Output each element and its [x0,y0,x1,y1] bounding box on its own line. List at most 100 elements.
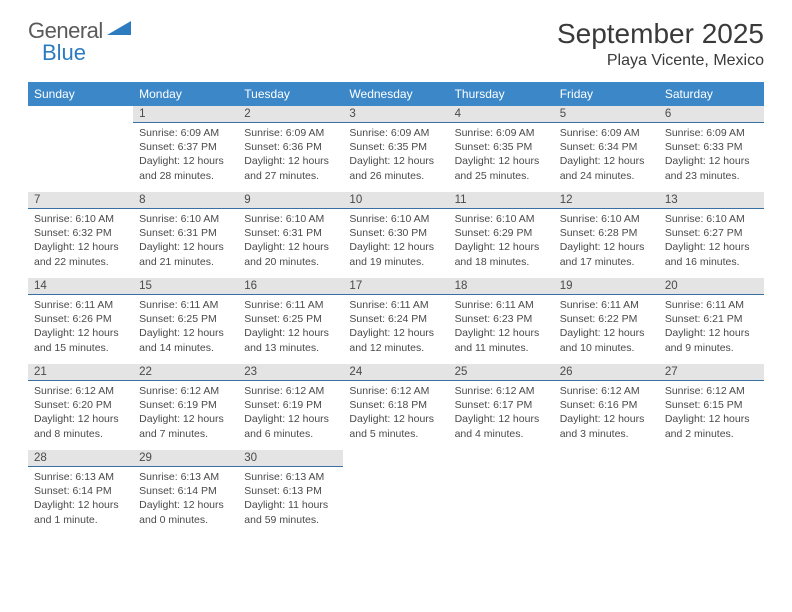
sunrise-text: Sunrise: 6:12 AM [34,384,127,398]
logo-triangle-icon [107,19,133,37]
sunset-text: Sunset: 6:27 PM [665,226,758,240]
calendar-cell: 1Sunrise: 6:09 AMSunset: 6:37 PMDaylight… [133,106,238,192]
day-details: Sunrise: 6:12 AMSunset: 6:15 PMDaylight:… [659,381,764,447]
day-header: Friday [554,82,659,106]
day-details: Sunrise: 6:13 AMSunset: 6:14 PMDaylight:… [133,467,238,533]
sunset-text: Sunset: 6:19 PM [139,398,232,412]
sunrise-text: Sunrise: 6:10 AM [139,212,232,226]
title-block: September 2025 Playa Vicente, Mexico [557,18,764,70]
sunrise-text: Sunrise: 6:09 AM [244,126,337,140]
day-number: 12 [554,192,659,209]
calendar-cell: 25Sunrise: 6:12 AMSunset: 6:17 PMDayligh… [449,364,554,450]
day-number: 26 [554,364,659,381]
day-details: Sunrise: 6:11 AMSunset: 6:21 PMDaylight:… [659,295,764,361]
sunset-text: Sunset: 6:26 PM [34,312,127,326]
calendar-table: SundayMondayTuesdayWednesdayThursdayFrid… [28,82,764,536]
calendar-cell: 15Sunrise: 6:11 AMSunset: 6:25 PMDayligh… [133,278,238,364]
daylight-text: Daylight: 12 hours and 3 minutes. [560,412,653,440]
sunset-text: Sunset: 6:16 PM [560,398,653,412]
calendar-cell: 22Sunrise: 6:12 AMSunset: 6:19 PMDayligh… [133,364,238,450]
sunset-text: Sunset: 6:29 PM [455,226,548,240]
day-details: Sunrise: 6:11 AMSunset: 6:22 PMDaylight:… [554,295,659,361]
calendar-cell: 12Sunrise: 6:10 AMSunset: 6:28 PMDayligh… [554,192,659,278]
day-details: Sunrise: 6:10 AMSunset: 6:31 PMDaylight:… [238,209,343,275]
day-number: 16 [238,278,343,295]
calendar-cell: 14Sunrise: 6:11 AMSunset: 6:26 PMDayligh… [28,278,133,364]
daylight-text: Daylight: 12 hours and 24 minutes. [560,154,653,182]
sunset-text: Sunset: 6:25 PM [139,312,232,326]
sunset-text: Sunset: 6:13 PM [244,484,337,498]
day-number: 9 [238,192,343,209]
sunrise-text: Sunrise: 6:10 AM [34,212,127,226]
day-number: 8 [133,192,238,209]
daylight-text: Daylight: 12 hours and 14 minutes. [139,326,232,354]
day-details: Sunrise: 6:12 AMSunset: 6:16 PMDaylight:… [554,381,659,447]
daylight-text: Daylight: 12 hours and 22 minutes. [34,240,127,268]
sunset-text: Sunset: 6:32 PM [34,226,127,240]
calendar-cell: 10Sunrise: 6:10 AMSunset: 6:30 PMDayligh… [343,192,448,278]
daylight-text: Daylight: 12 hours and 20 minutes. [244,240,337,268]
sunrise-text: Sunrise: 6:10 AM [455,212,548,226]
day-number: 24 [343,364,448,381]
daylight-text: Daylight: 12 hours and 16 minutes. [665,240,758,268]
day-number: 4 [449,106,554,123]
day-number: 28 [28,450,133,467]
sunrise-text: Sunrise: 6:11 AM [560,298,653,312]
day-details: Sunrise: 6:12 AMSunset: 6:19 PMDaylight:… [133,381,238,447]
location: Playa Vicente, Mexico [557,52,764,70]
day-number: 22 [133,364,238,381]
daylight-text: Daylight: 12 hours and 19 minutes. [349,240,442,268]
day-number: 19 [554,278,659,295]
sunrise-text: Sunrise: 6:13 AM [139,470,232,484]
day-number: 14 [28,278,133,295]
day-details: Sunrise: 6:11 AMSunset: 6:25 PMDaylight:… [238,295,343,361]
calendar-cell: 11Sunrise: 6:10 AMSunset: 6:29 PMDayligh… [449,192,554,278]
calendar-cell [659,450,764,536]
sunset-text: Sunset: 6:19 PM [244,398,337,412]
calendar-cell: 26Sunrise: 6:12 AMSunset: 6:16 PMDayligh… [554,364,659,450]
daylight-text: Daylight: 12 hours and 13 minutes. [244,326,337,354]
calendar-cell: 29Sunrise: 6:13 AMSunset: 6:14 PMDayligh… [133,450,238,536]
day-header: Monday [133,82,238,106]
daylight-text: Daylight: 12 hours and 26 minutes. [349,154,442,182]
calendar-cell: 13Sunrise: 6:10 AMSunset: 6:27 PMDayligh… [659,192,764,278]
calendar-cell: 23Sunrise: 6:12 AMSunset: 6:19 PMDayligh… [238,364,343,450]
day-number: 5 [554,106,659,123]
day-details: Sunrise: 6:11 AMSunset: 6:24 PMDaylight:… [343,295,448,361]
sunset-text: Sunset: 6:21 PM [665,312,758,326]
day-details: Sunrise: 6:11 AMSunset: 6:23 PMDaylight:… [449,295,554,361]
daylight-text: Daylight: 12 hours and 7 minutes. [139,412,232,440]
daylight-text: Daylight: 12 hours and 2 minutes. [665,412,758,440]
sunrise-text: Sunrise: 6:12 AM [139,384,232,398]
sunset-text: Sunset: 6:35 PM [349,140,442,154]
daylight-text: Daylight: 11 hours and 59 minutes. [244,498,337,526]
sunset-text: Sunset: 6:22 PM [560,312,653,326]
calendar-cell: 24Sunrise: 6:12 AMSunset: 6:18 PMDayligh… [343,364,448,450]
daylight-text: Daylight: 12 hours and 27 minutes. [244,154,337,182]
day-details: Sunrise: 6:10 AMSunset: 6:29 PMDaylight:… [449,209,554,275]
sunrise-text: Sunrise: 6:09 AM [665,126,758,140]
day-number: 29 [133,450,238,467]
sunrise-text: Sunrise: 6:12 AM [560,384,653,398]
sunset-text: Sunset: 6:14 PM [34,484,127,498]
day-number: 15 [133,278,238,295]
day-number: 21 [28,364,133,381]
calendar-cell: 18Sunrise: 6:11 AMSunset: 6:23 PMDayligh… [449,278,554,364]
day-details: Sunrise: 6:12 AMSunset: 6:20 PMDaylight:… [28,381,133,447]
calendar-header-row: SundayMondayTuesdayWednesdayThursdayFrid… [28,82,764,106]
calendar-cell: 5Sunrise: 6:09 AMSunset: 6:34 PMDaylight… [554,106,659,192]
sunrise-text: Sunrise: 6:13 AM [244,470,337,484]
day-details: Sunrise: 6:11 AMSunset: 6:26 PMDaylight:… [28,295,133,361]
calendar-week: 28Sunrise: 6:13 AMSunset: 6:14 PMDayligh… [28,450,764,536]
sunrise-text: Sunrise: 6:11 AM [34,298,127,312]
sunset-text: Sunset: 6:17 PM [455,398,548,412]
daylight-text: Daylight: 12 hours and 10 minutes. [560,326,653,354]
day-header: Saturday [659,82,764,106]
sunset-text: Sunset: 6:18 PM [349,398,442,412]
sunset-text: Sunset: 6:28 PM [560,226,653,240]
sunset-text: Sunset: 6:33 PM [665,140,758,154]
calendar-cell: 21Sunrise: 6:12 AMSunset: 6:20 PMDayligh… [28,364,133,450]
calendar-cell [449,450,554,536]
sunrise-text: Sunrise: 6:12 AM [665,384,758,398]
calendar-cell: 27Sunrise: 6:12 AMSunset: 6:15 PMDayligh… [659,364,764,450]
